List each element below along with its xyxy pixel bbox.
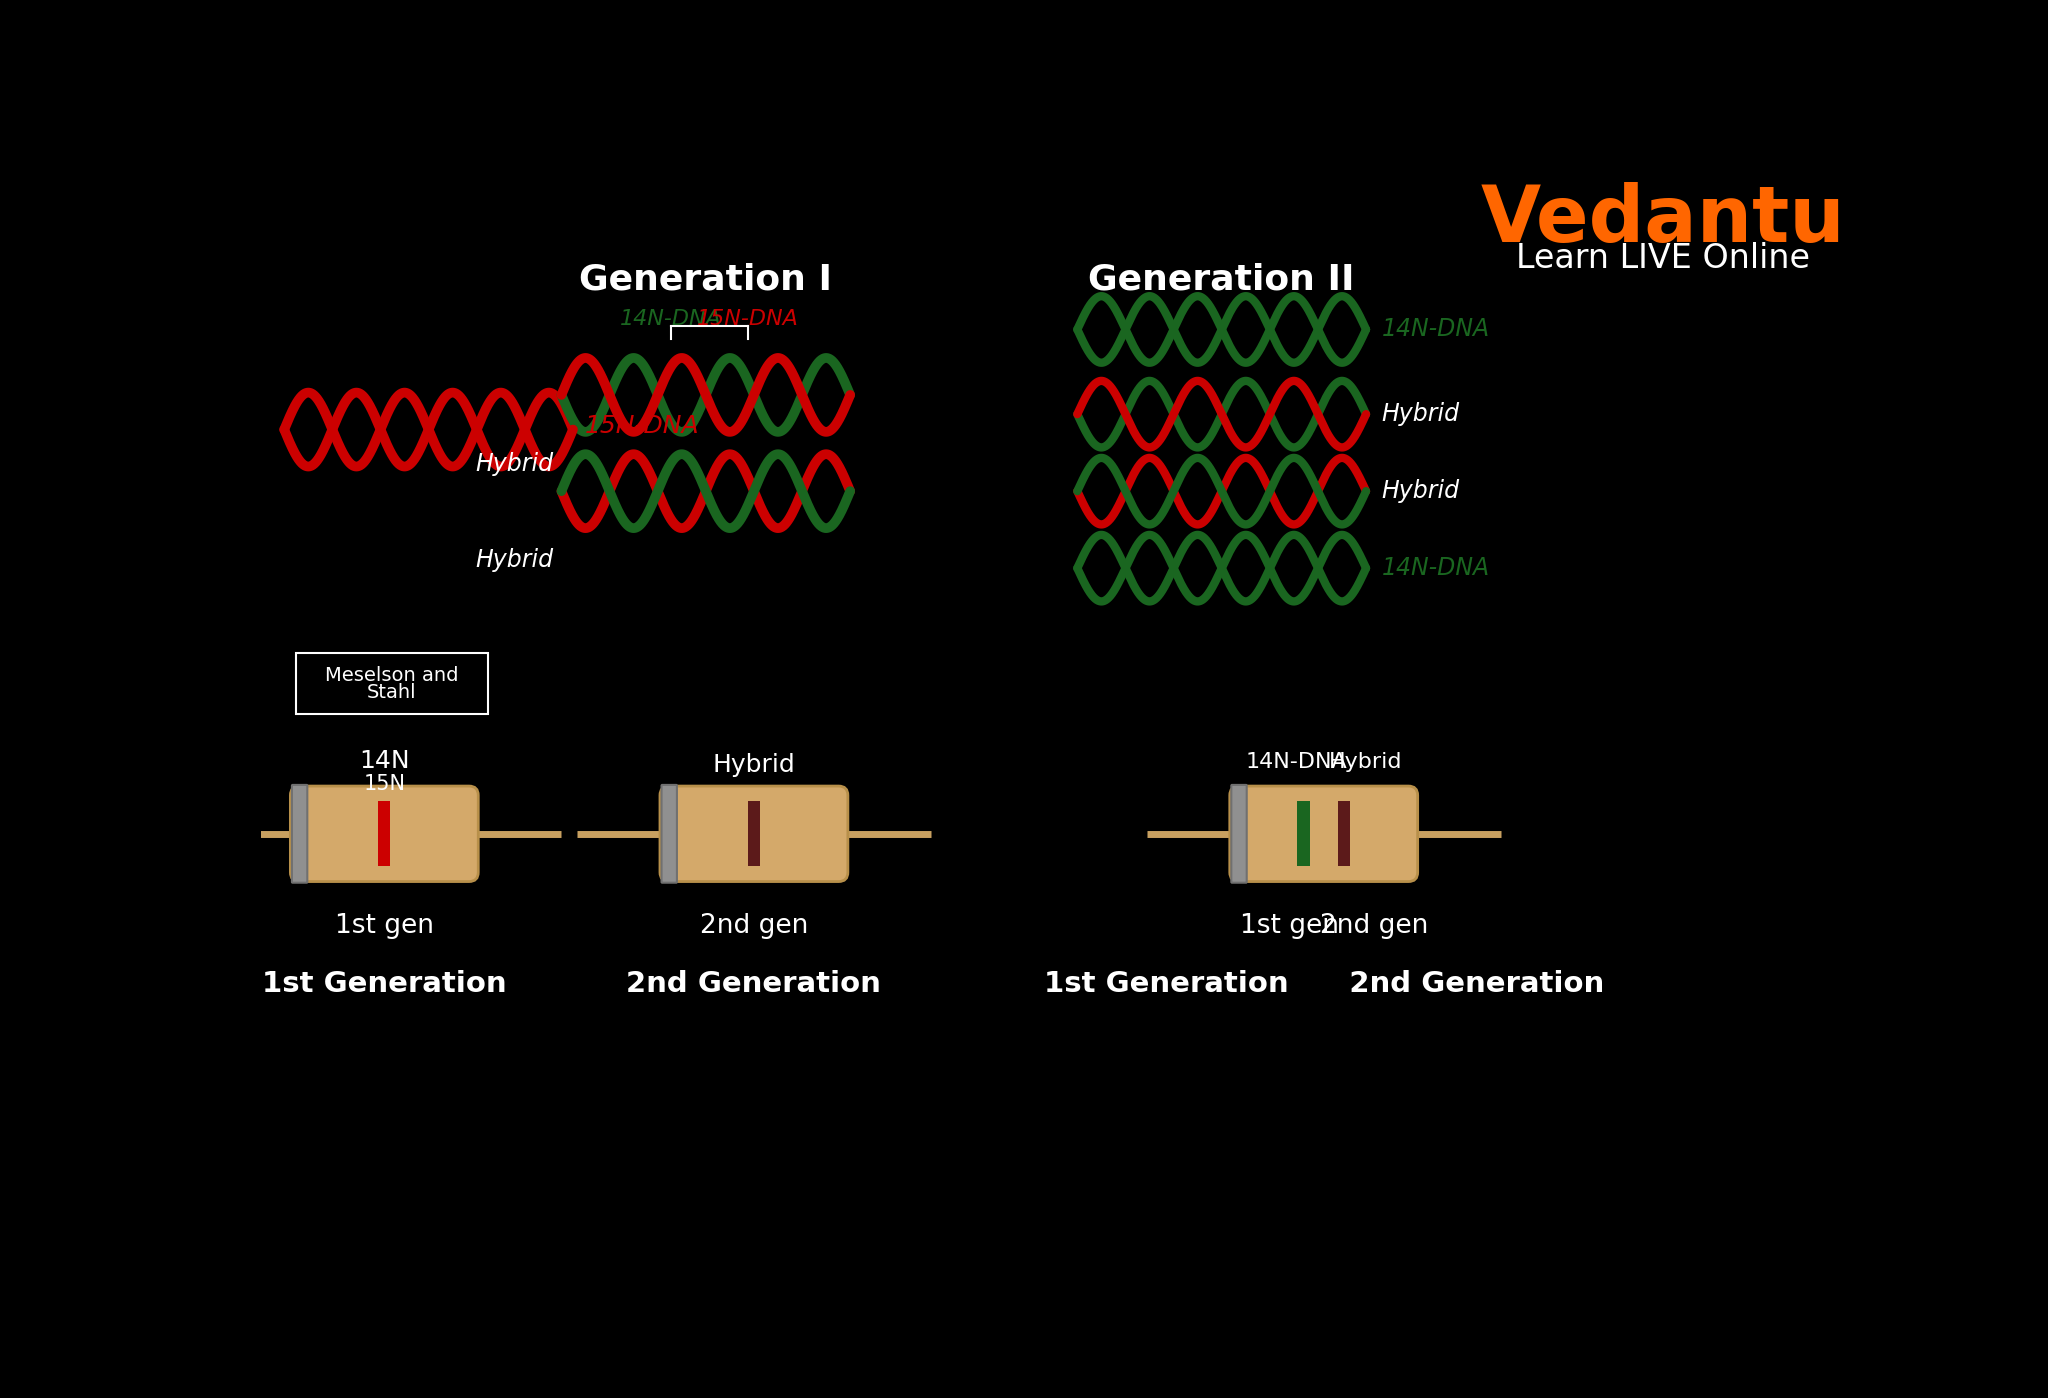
Text: Learn LIVE Online: Learn LIVE Online [1516, 242, 1810, 275]
Text: 15N-DNA: 15N-DNA [584, 414, 698, 438]
Text: 15N-DNA: 15N-DNA [696, 309, 799, 329]
Text: 1st gen: 1st gen [1239, 913, 1339, 939]
Text: Generation I: Generation I [580, 263, 831, 296]
Bar [295, 653, 487, 714]
Text: Hybrid: Hybrid [475, 548, 553, 572]
Text: 2nd gen: 2nd gen [1319, 913, 1427, 939]
Bar [1296, 801, 1309, 867]
Text: Hybrid: Hybrid [1329, 752, 1403, 772]
Text: 15N: 15N [362, 773, 406, 794]
Text: Hybrid: Hybrid [1382, 480, 1460, 503]
Text: 14N-DNA: 14N-DNA [1245, 752, 1348, 772]
Text: 14N-DNA: 14N-DNA [1382, 556, 1489, 580]
FancyBboxPatch shape [291, 786, 479, 882]
Text: Meselson and: Meselson and [326, 667, 459, 685]
Bar [748, 801, 760, 867]
Text: 1st gen: 1st gen [334, 913, 434, 939]
Text: 14N: 14N [358, 749, 410, 773]
Bar [379, 801, 391, 867]
Text: Hybrid: Hybrid [475, 452, 553, 477]
Bar [1337, 801, 1350, 867]
Text: 2nd gen: 2nd gen [700, 913, 809, 939]
FancyBboxPatch shape [293, 784, 307, 882]
Text: 1st Generation      2nd Generation: 1st Generation 2nd Generation [1044, 970, 1604, 998]
Text: Hybrid: Hybrid [1382, 403, 1460, 426]
FancyBboxPatch shape [1229, 786, 1417, 882]
Text: 1st Generation: 1st Generation [262, 970, 506, 998]
Text: 2nd Generation: 2nd Generation [627, 970, 881, 998]
Text: Vedantu: Vedantu [1481, 182, 1845, 259]
Text: 14N-DNA: 14N-DNA [1382, 317, 1489, 341]
FancyBboxPatch shape [1231, 784, 1247, 882]
Text: Generation II: Generation II [1087, 263, 1356, 296]
FancyBboxPatch shape [659, 786, 848, 882]
FancyBboxPatch shape [662, 784, 678, 882]
Text: 14N-DNA: 14N-DNA [621, 309, 723, 329]
Text: Stahl: Stahl [367, 684, 418, 702]
Text: Hybrid: Hybrid [713, 752, 795, 776]
